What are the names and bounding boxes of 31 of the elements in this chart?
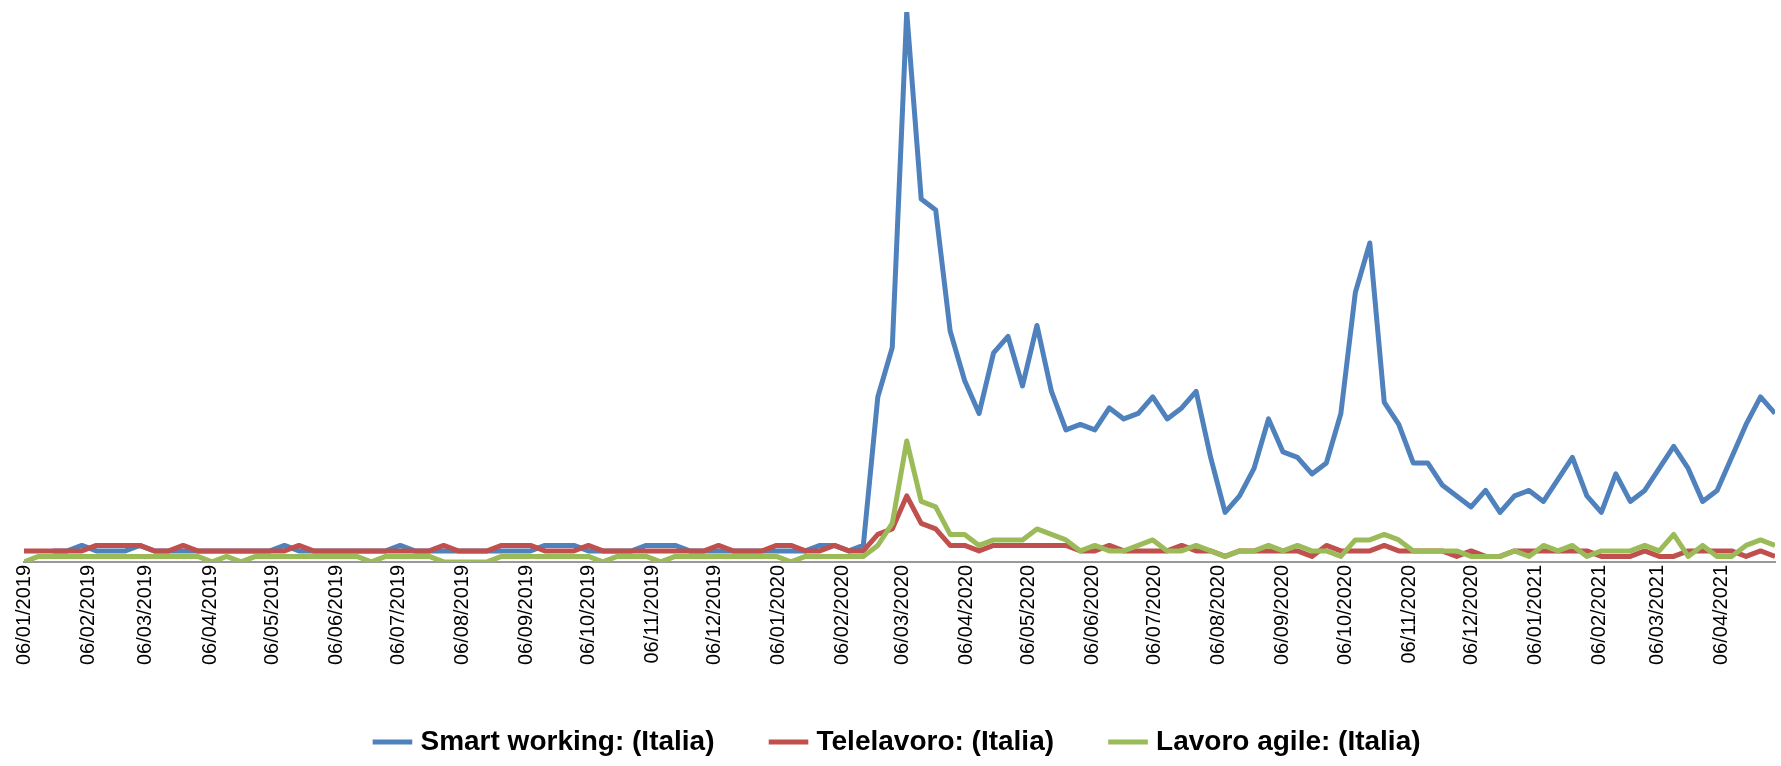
x-tick-label: 06/04/2019 (197, 564, 220, 666)
x-tick-label: 06/04/2020 (954, 564, 977, 666)
x-tick-label: 06/10/2019 (575, 564, 598, 666)
x-tick-label: 06/03/2021 (1644, 564, 1667, 666)
x-tick-label: 06/07/2019 (385, 564, 408, 666)
x-tick-label: 06/11/2019 (639, 564, 662, 664)
x-tick-label: 06/12/2020 (1458, 564, 1481, 666)
x-tick-label: 06/12/2019 (701, 564, 724, 666)
x-tick-label: 06/09/2020 (1270, 564, 1293, 666)
legend-label: Lavoro agile: (Italia) (1156, 724, 1421, 756)
x-tick-label: 06/08/2019 (449, 564, 472, 666)
x-tick-label: 06/11/2020 (1396, 564, 1419, 664)
x-tick-label: 06/04/2021 (1708, 564, 1731, 666)
x-tick-label: 06/02/2019 (75, 564, 98, 666)
x-tick-label: 06/02/2021 (1586, 564, 1609, 666)
x-tick-label: 06/06/2020 (1080, 564, 1103, 666)
x-tick-label: 06/01/2021 (1522, 564, 1545, 666)
x-tick-label: 06/02/2020 (830, 564, 853, 666)
x-tick-label: 06/03/2019 (133, 564, 156, 666)
legend-label: Telelavoro: (Italia) (816, 724, 1055, 756)
legend-label: Smart working: (Italia) (420, 724, 715, 756)
x-tick-label: 06/05/2019 (259, 564, 282, 666)
x-tick-label: 06/01/2019 (11, 564, 34, 666)
x-tick-label: 06/03/2020 (890, 564, 913, 666)
x-tick-label: 06/01/2020 (766, 564, 789, 666)
x-tick-label: 06/09/2019 (513, 564, 536, 666)
x-tick-label: 06/06/2019 (323, 564, 346, 666)
x-tick-label: 06/07/2020 (1142, 564, 1165, 666)
x-tick-label: 06/08/2020 (1206, 564, 1229, 666)
x-tick-label: 06/05/2020 (1016, 564, 1039, 666)
x-tick-label: 06/10/2020 (1332, 564, 1355, 666)
